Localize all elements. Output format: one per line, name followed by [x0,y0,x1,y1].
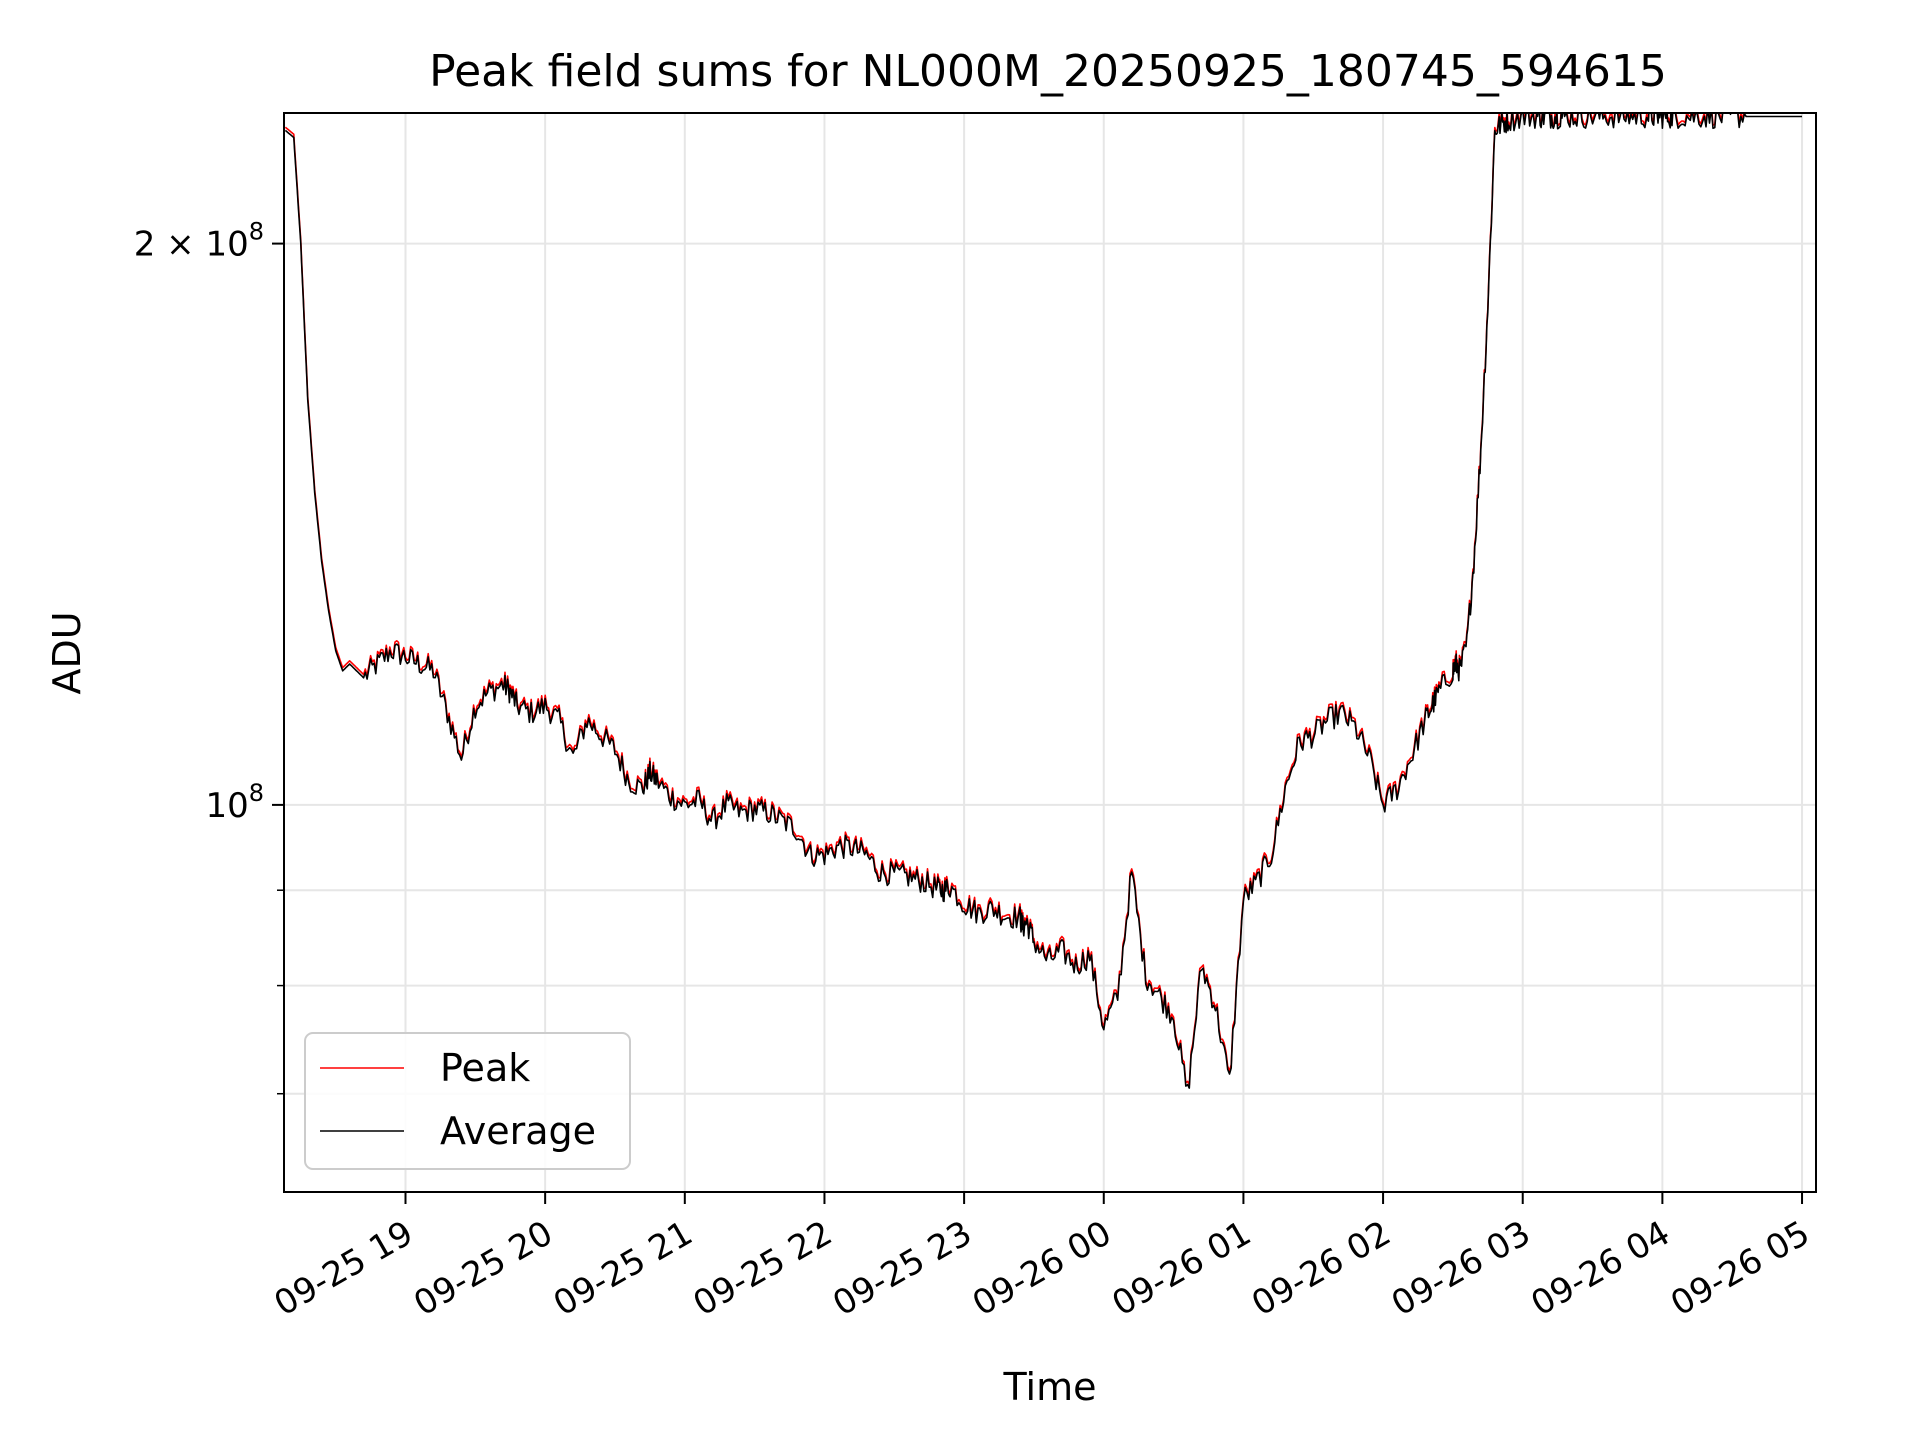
plot-area [284,113,1802,1089]
legend-box [304,1032,631,1170]
y-axis: 108 2 × 108 [134,218,284,1095]
legend-label-average: Average [440,1109,596,1153]
y-axis-label: ADU [45,611,89,694]
legend: Peak Average [304,1032,631,1170]
plot-frame [283,112,1817,1193]
y-tick-label: 108 [205,779,264,826]
series-line-average [284,113,1802,1089]
y-tick-label: 2 × 108 [134,218,264,265]
legend-label-peak: Peak [440,1046,530,1090]
x-axis-label: Time [1003,1365,1097,1409]
grid [284,113,1816,1192]
chart-title: Peak field sums for NL000M_20250925_1807… [429,46,1667,97]
